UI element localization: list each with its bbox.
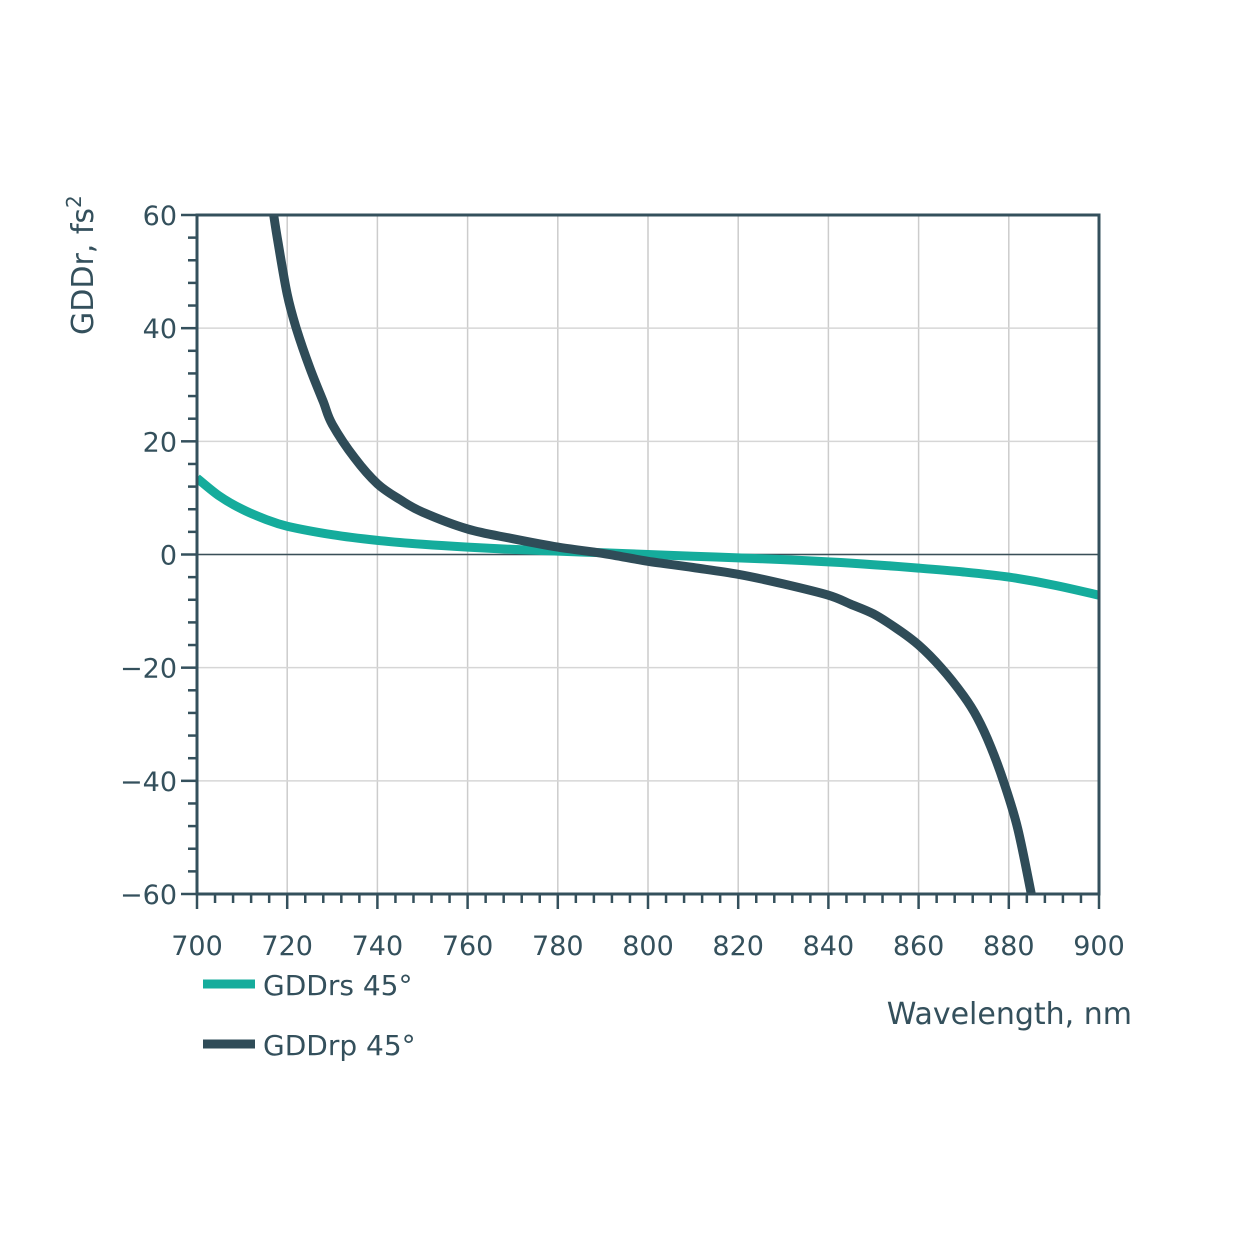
x-tick-label: 840 <box>803 931 855 962</box>
y-axis-title: GDDr, fs2 <box>62 195 101 335</box>
x-tick-label: 800 <box>622 931 674 962</box>
x-axis-title: Wavelength, nm <box>887 997 1132 1032</box>
series-line-gddrp <box>269 215 1036 894</box>
x-tick-label: 740 <box>352 931 404 962</box>
legend: GDDrs 45° GDDrp 45° <box>203 969 416 1062</box>
y-tick-label: 40 <box>143 314 177 345</box>
series-group <box>197 215 1099 894</box>
y-tick-label: 0 <box>160 541 177 572</box>
x-tick-label: 820 <box>712 931 764 962</box>
y-tick-label: 60 <box>143 201 177 232</box>
y-tick-label: −20 <box>120 654 177 685</box>
x-tick-label: 720 <box>261 931 313 962</box>
x-tick-label: 780 <box>532 931 584 962</box>
axis-ticks <box>181 213 1101 909</box>
legend-item-gddrs: GDDrs 45° <box>203 969 412 1002</box>
x-tick-label: 760 <box>442 931 494 962</box>
x-tick-label: 700 <box>171 931 223 962</box>
legend-label-gddrs: GDDrs 45° <box>263 969 412 1002</box>
y-tick-label: 20 <box>143 427 177 458</box>
y-tick-label: −40 <box>120 767 177 798</box>
x-tick-label: 880 <box>983 931 1035 962</box>
y-tick-labels: 60 40 20 0 −20 −40 −60 <box>120 201 177 911</box>
x-tick-labels: 700 720 740 760 780 800 820 840 860 880 900 <box>171 931 1125 962</box>
legend-item-gddrp: GDDrp 45° <box>203 1029 416 1062</box>
x-tick-label: 900 <box>1073 931 1125 962</box>
legend-label-gddrp: GDDrp 45° <box>263 1029 416 1062</box>
x-tick-label: 860 <box>893 931 945 962</box>
y-tick-label: −60 <box>120 880 177 911</box>
